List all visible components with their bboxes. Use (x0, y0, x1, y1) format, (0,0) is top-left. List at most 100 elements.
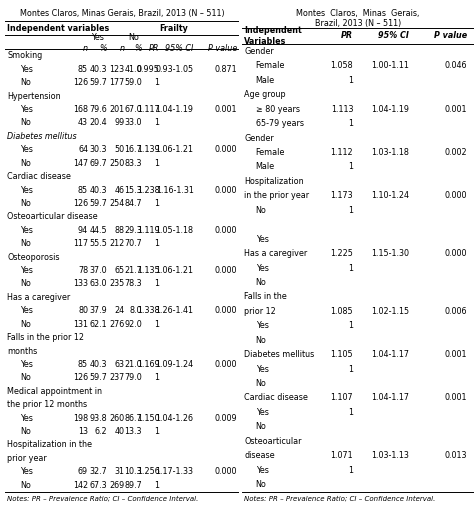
Text: 41.0: 41.0 (125, 65, 142, 74)
Text: 59.7: 59.7 (89, 78, 107, 87)
Text: Montes  Claros,  Minas  Gerais,
Brazil, 2013 (N – 511): Montes Claros, Minas Gerais, Brazil, 201… (296, 9, 419, 28)
Text: No: No (255, 206, 266, 215)
Text: 6.2: 6.2 (94, 427, 107, 436)
Text: 276: 276 (109, 320, 124, 329)
Text: 40.3: 40.3 (89, 65, 107, 74)
Text: No: No (20, 374, 31, 382)
Text: 78: 78 (78, 266, 88, 275)
Text: 123: 123 (109, 65, 124, 74)
Text: 13: 13 (78, 427, 88, 436)
Text: 88: 88 (114, 226, 124, 235)
Text: Yes: Yes (255, 321, 269, 330)
Text: Hypertension: Hypertension (7, 91, 61, 101)
Text: Age group: Age group (244, 90, 286, 99)
Text: 85: 85 (78, 360, 88, 369)
Text: 1.105: 1.105 (330, 350, 353, 359)
Text: 1.150: 1.150 (137, 413, 160, 423)
Text: 0.000: 0.000 (215, 306, 237, 315)
Text: 117: 117 (73, 239, 88, 248)
Text: 69: 69 (78, 467, 88, 476)
Text: Cardiac disease: Cardiac disease (7, 172, 71, 181)
Text: No: No (20, 320, 31, 329)
Text: PR: PR (341, 31, 353, 40)
Text: 1: 1 (348, 408, 353, 417)
Text: PR: PR (149, 43, 160, 53)
Text: 1.16-1.31: 1.16-1.31 (156, 185, 193, 195)
Text: 1.17-1.33: 1.17-1.33 (155, 467, 193, 476)
Text: No: No (255, 379, 266, 388)
Text: 89.7: 89.7 (124, 481, 142, 490)
Text: 37.9: 37.9 (89, 306, 107, 315)
Text: Independent variables: Independent variables (7, 24, 109, 33)
Text: 1: 1 (155, 320, 160, 329)
Text: 1: 1 (155, 481, 160, 490)
Text: 1.04-1.26: 1.04-1.26 (155, 413, 193, 423)
Text: 1.238: 1.238 (137, 185, 160, 195)
Text: 1: 1 (348, 76, 353, 85)
Text: 1: 1 (155, 159, 160, 168)
Text: n: n (119, 43, 124, 53)
Text: 237: 237 (109, 374, 124, 382)
Text: 1.06-1.21: 1.06-1.21 (155, 145, 193, 154)
Text: No: No (20, 119, 31, 127)
Text: Yes: Yes (20, 467, 33, 476)
Text: 85: 85 (78, 185, 88, 195)
Text: 1.26-1.41: 1.26-1.41 (155, 306, 193, 315)
Text: disease: disease (244, 451, 275, 460)
Text: 65-79 years: 65-79 years (255, 119, 304, 128)
Text: 133: 133 (73, 280, 88, 288)
Text: 126: 126 (73, 374, 88, 382)
Text: Yes: Yes (91, 33, 104, 42)
Text: Osteoporosis: Osteoporosis (7, 252, 60, 262)
Text: 0.001: 0.001 (215, 105, 237, 114)
Text: 83.3: 83.3 (125, 159, 142, 168)
Text: 201: 201 (109, 105, 124, 114)
Text: 0.000: 0.000 (215, 226, 237, 235)
Text: 131: 131 (73, 320, 88, 329)
Text: 79.0: 79.0 (124, 374, 142, 382)
Text: 0.000: 0.000 (215, 145, 237, 154)
Text: Yes: Yes (255, 466, 269, 475)
Text: 1: 1 (348, 365, 353, 374)
Text: 1: 1 (348, 119, 353, 128)
Text: 0.000: 0.000 (215, 360, 237, 369)
Text: Gender: Gender (244, 133, 274, 143)
Text: 59.0: 59.0 (124, 78, 142, 87)
Text: 63: 63 (114, 360, 124, 369)
Text: 43: 43 (78, 119, 88, 127)
Text: Diabetes mellitus: Diabetes mellitus (7, 132, 77, 141)
Text: 0.001: 0.001 (445, 105, 467, 113)
Text: 85: 85 (78, 65, 88, 74)
Text: ≥ 80 years: ≥ 80 years (255, 105, 300, 113)
Text: 1: 1 (155, 199, 160, 208)
Text: Female: Female (255, 148, 285, 157)
Text: No: No (20, 78, 31, 87)
Text: 1.071: 1.071 (330, 451, 353, 460)
Text: 33.0: 33.0 (125, 119, 142, 127)
Text: 65: 65 (114, 266, 124, 275)
Text: No: No (20, 239, 31, 248)
Text: 79.6: 79.6 (89, 105, 107, 114)
Text: No: No (255, 278, 266, 287)
Text: 1: 1 (348, 264, 353, 272)
Text: 0.000: 0.000 (215, 467, 237, 476)
Text: 1.06-1.21: 1.06-1.21 (155, 266, 193, 275)
Text: in the prior year: in the prior year (244, 191, 309, 200)
Text: Montes Claros, Minas Gerais, Brazil, 2013 (N – 511): Montes Claros, Minas Gerais, Brazil, 201… (20, 9, 224, 17)
Text: 1.112: 1.112 (330, 148, 353, 157)
Text: 1.135: 1.135 (137, 266, 160, 275)
Text: Falls in the prior 12: Falls in the prior 12 (7, 333, 84, 342)
Text: 32.7: 32.7 (89, 467, 107, 476)
Text: 95% CI: 95% CI (378, 31, 409, 40)
Text: No: No (255, 480, 266, 489)
Text: %: % (134, 43, 142, 53)
Text: Female: Female (255, 61, 285, 71)
Text: 1.02-1.15: 1.02-1.15 (371, 307, 409, 316)
Text: Has a caregiver: Has a caregiver (244, 249, 307, 258)
Text: 1.173: 1.173 (330, 191, 353, 200)
Text: 1.00-1.11: 1.00-1.11 (371, 61, 409, 71)
Text: 40.3: 40.3 (89, 360, 107, 369)
Text: Yes: Yes (255, 264, 269, 272)
Text: 254: 254 (109, 199, 124, 208)
Text: 30.3: 30.3 (89, 145, 107, 154)
